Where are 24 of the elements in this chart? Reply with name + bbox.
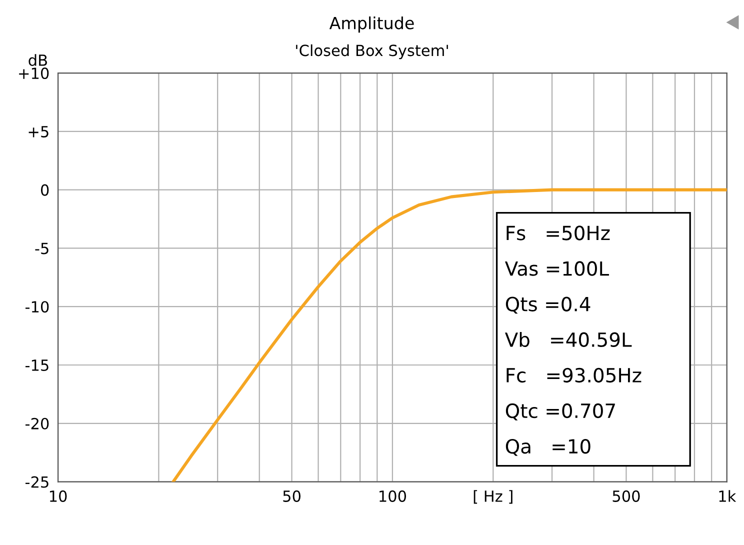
y-tick-label: -5 (35, 242, 48, 254)
x-tick-label: [ Hz ] (474, 490, 512, 504)
x-tick-label: 500 (612, 490, 640, 502)
x-tick-label: 1k (719, 490, 736, 502)
y-tick-label: +5 (28, 126, 48, 138)
y-tick-label: -10 (25, 301, 49, 313)
x-tick-label: 50 (283, 490, 300, 502)
annotation: Vas =100L (504, 261, 609, 276)
annotation: Qa =10 (506, 438, 590, 456)
y-tick-label: -20 (25, 418, 49, 430)
x-tick-label: 100 (380, 490, 406, 502)
y-tick-label: -15 (25, 360, 48, 372)
annotation: Fs =50Hz (506, 226, 610, 240)
y-tick-label: +10 (19, 67, 49, 80)
annotation: Qts =0.4 (506, 296, 590, 314)
x-tick-label: 10 (50, 490, 67, 502)
chart-subtitle: 'Closed Box System' (296, 44, 448, 60)
annotation: Qtc =0.707 (506, 403, 615, 420)
y-axis-title: dB (28, 54, 47, 66)
annotation: Fc =93.05Hz (506, 368, 642, 383)
annotation: Vb =40.59L (504, 332, 632, 348)
y-tick-label: -25 (25, 476, 48, 488)
chart-title: Amplitude (329, 16, 414, 33)
y-tick-label: 0 (40, 184, 49, 196)
